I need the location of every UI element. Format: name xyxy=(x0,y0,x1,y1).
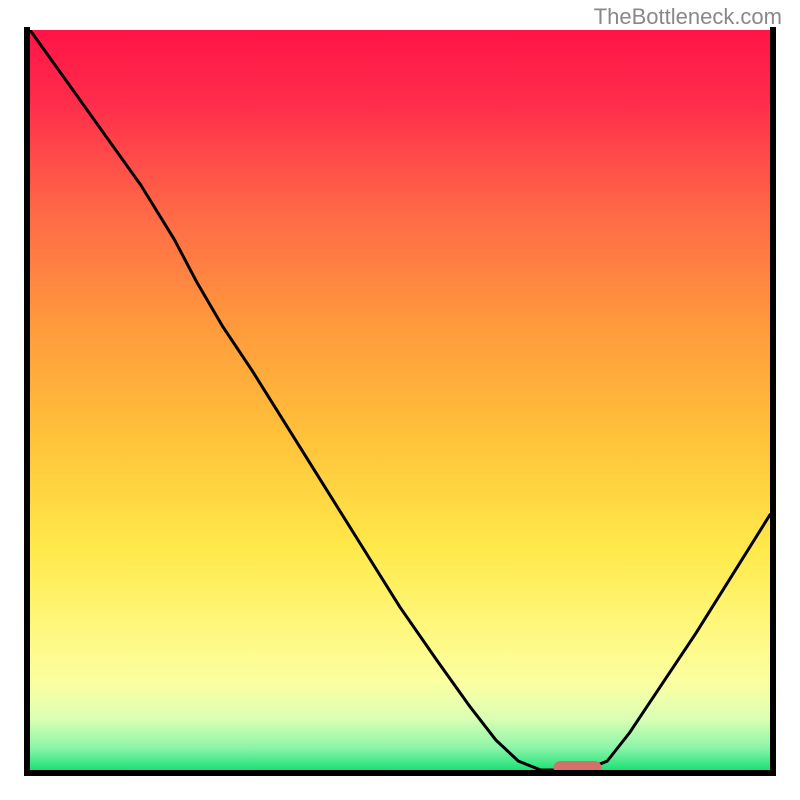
plot-background xyxy=(30,30,770,770)
chart-container: { "watermark": { "text": "TheBottleneck.… xyxy=(0,0,800,800)
watermark-text: TheBottleneck.com xyxy=(594,4,782,30)
bottleneck-curve-chart xyxy=(0,0,800,800)
